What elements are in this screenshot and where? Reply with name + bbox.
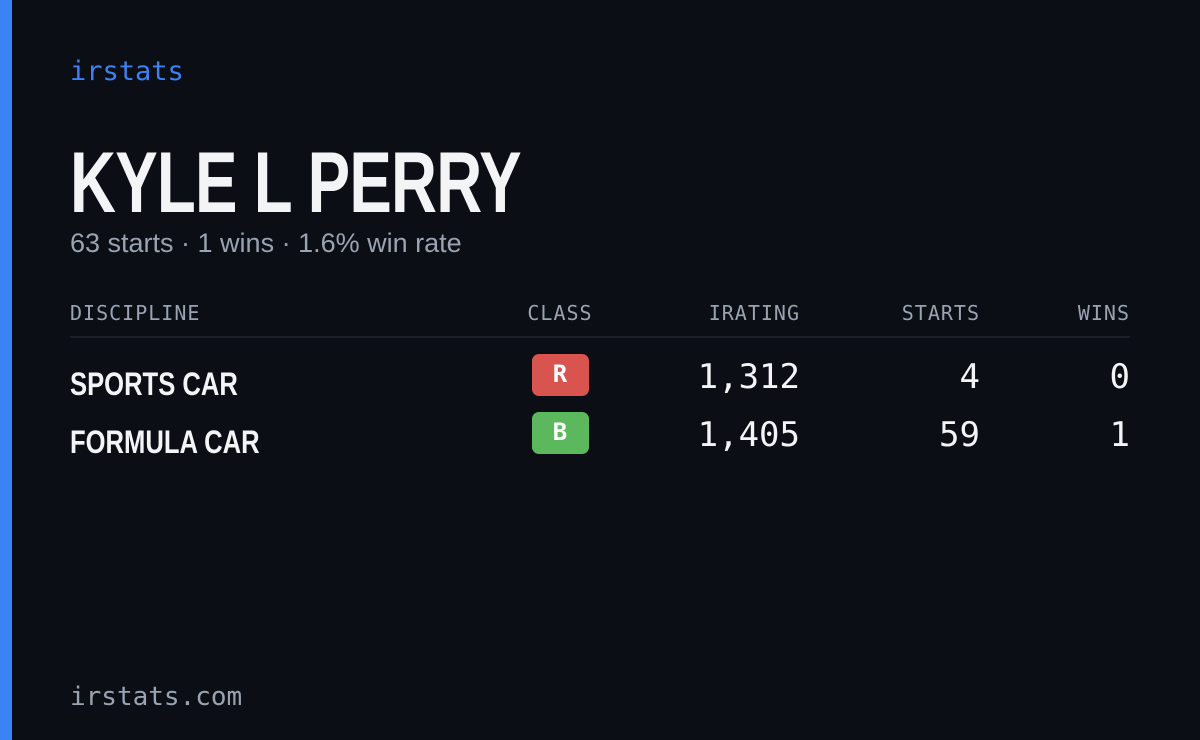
footer: irstats.com <box>70 682 243 712</box>
header-rule <box>70 336 1130 338</box>
wins: 0 <box>1109 357 1130 397</box>
irating-header: IRATING <box>708 301 800 325</box>
wins: 1 <box>1109 415 1130 455</box>
wins-header: WINS <box>1077 301 1130 325</box>
starts: 59 <box>939 415 980 455</box>
discipline-header: DISCIPLINE <box>70 301 201 325</box>
discipline: FORMULA CAR <box>70 424 260 460</box>
irating: 1,405 <box>697 415 800 455</box>
discipline: SPORTS CAR <box>70 366 238 402</box>
class-badge: R <box>531 354 589 396</box>
accent-bar <box>0 0 12 740</box>
class-badge: B <box>531 412 589 454</box>
class-header: CLASS <box>527 301 593 325</box>
player-name: KYLE L PERRY <box>70 135 522 231</box>
starts: 4 <box>959 357 980 397</box>
brand: irstats <box>70 56 184 87</box>
starts-header: STARTS <box>901 301 980 325</box>
irating: 1,312 <box>697 357 800 397</box>
player-summary: 63 starts · 1 wins · 1.6% win rate <box>70 228 462 258</box>
